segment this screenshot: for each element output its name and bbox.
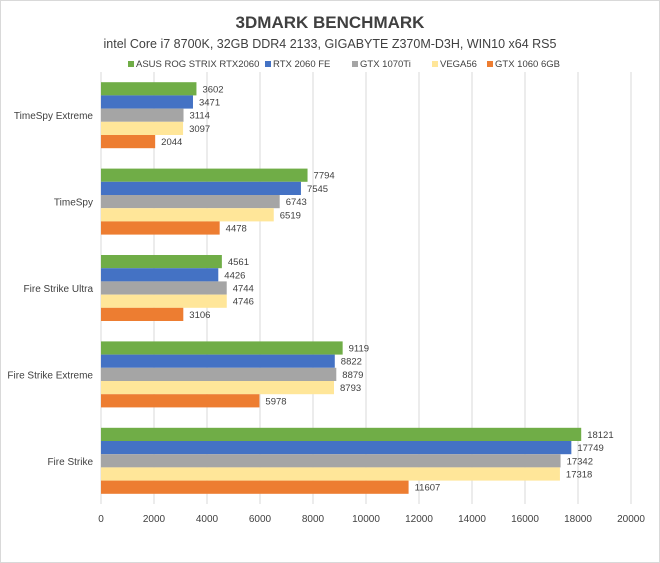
chart-title: 3DMARK BENCHMARK [236, 13, 426, 32]
data-label: 3114 [190, 111, 210, 122]
bar [101, 255, 222, 269]
data-label: 17749 [577, 443, 603, 454]
data-label: 3602 [202, 84, 223, 95]
category-label: Fire Strike Ultra [24, 284, 94, 295]
bar [101, 108, 184, 122]
bar [101, 121, 184, 135]
data-label: 2044 [161, 137, 182, 148]
data-label: 8879 [342, 370, 363, 381]
data-label: 3097 [189, 124, 210, 135]
x-tick-label: 0 [98, 514, 104, 525]
bar [101, 467, 560, 481]
bar [101, 454, 561, 468]
data-label: 8822 [341, 357, 362, 368]
x-tick-label: 2000 [143, 514, 166, 525]
x-tick-label: 10000 [352, 514, 380, 525]
legend-swatch [487, 61, 493, 67]
bar [101, 281, 227, 295]
legend-label: GTX 1070Ti [360, 59, 411, 70]
bar [101, 367, 337, 381]
bar [101, 268, 219, 282]
data-label: 9119 [349, 344, 369, 355]
legend-swatch [352, 61, 358, 67]
x-tick-label: 18000 [564, 514, 592, 525]
data-label: 6743 [286, 197, 307, 208]
bar [101, 441, 572, 455]
data-label: 3106 [189, 310, 210, 321]
category-label: TimeSpy [54, 198, 93, 209]
data-label: 4426 [224, 270, 245, 281]
legend-swatch [128, 61, 134, 67]
bar [101, 394, 260, 408]
legend-label: GTX 1060 6GB [495, 59, 560, 70]
bars [101, 82, 582, 494]
bar [101, 181, 301, 195]
bar [101, 307, 184, 321]
data-label: 17318 [566, 470, 592, 481]
bar [101, 381, 335, 395]
bar [101, 82, 197, 96]
bar [101, 480, 409, 494]
bar [101, 208, 274, 222]
bar [101, 341, 343, 355]
legend-swatch [432, 61, 438, 67]
data-label: 7545 [307, 184, 328, 195]
x-tick-label: 4000 [196, 514, 219, 525]
data-label: 4746 [233, 297, 254, 308]
labels: 0 2000 4000 6000 8000 10000 12000 14000 16000 180… [7, 84, 645, 525]
data-label: 11607 [415, 483, 441, 494]
bar [101, 294, 227, 308]
legend-label: ASUS ROG STRIX RTX2060 [136, 59, 259, 70]
x-tick-label: 20000 [617, 514, 645, 525]
legend-label: RTX 2060 FE [273, 59, 330, 70]
data-label: 8793 [340, 383, 361, 394]
x-tick-label: 6000 [249, 514, 272, 525]
x-tick-label: 8000 [302, 514, 325, 525]
data-label: 17342 [567, 456, 593, 467]
data-label: 4561 [228, 257, 249, 268]
bar [101, 168, 308, 182]
data-label: 6519 [280, 210, 301, 221]
bar [101, 427, 582, 441]
data-label: 4744 [233, 284, 254, 295]
chart-subtitle: intel Core i7 8700K, 32GB DDR4 2133, GIG… [104, 37, 557, 51]
x-tick-label: 14000 [458, 514, 486, 525]
data-label: 4478 [226, 224, 247, 235]
bar [101, 354, 335, 368]
bar [101, 221, 220, 235]
data-label: 5978 [265, 396, 286, 407]
data-label: 3471 [199, 98, 220, 109]
category-label: TimeSpy Extreme [14, 111, 94, 122]
legend-swatch [265, 61, 271, 67]
x-tick-label: 16000 [511, 514, 539, 525]
legend: ASUS ROG STRIX RTX2060 RTX 2060 FE GTX 107… [128, 59, 560, 70]
x-tick-label: 12000 [405, 514, 433, 525]
bar [101, 95, 193, 109]
data-label: 7794 [314, 171, 335, 182]
data-label: 18121 [587, 430, 613, 441]
category-label: Fire Strike Extreme [7, 370, 93, 381]
legend-label: VEGA56 [440, 59, 477, 70]
bar [101, 195, 280, 209]
category-label: Fire Strike [47, 457, 93, 468]
bar [101, 135, 156, 149]
